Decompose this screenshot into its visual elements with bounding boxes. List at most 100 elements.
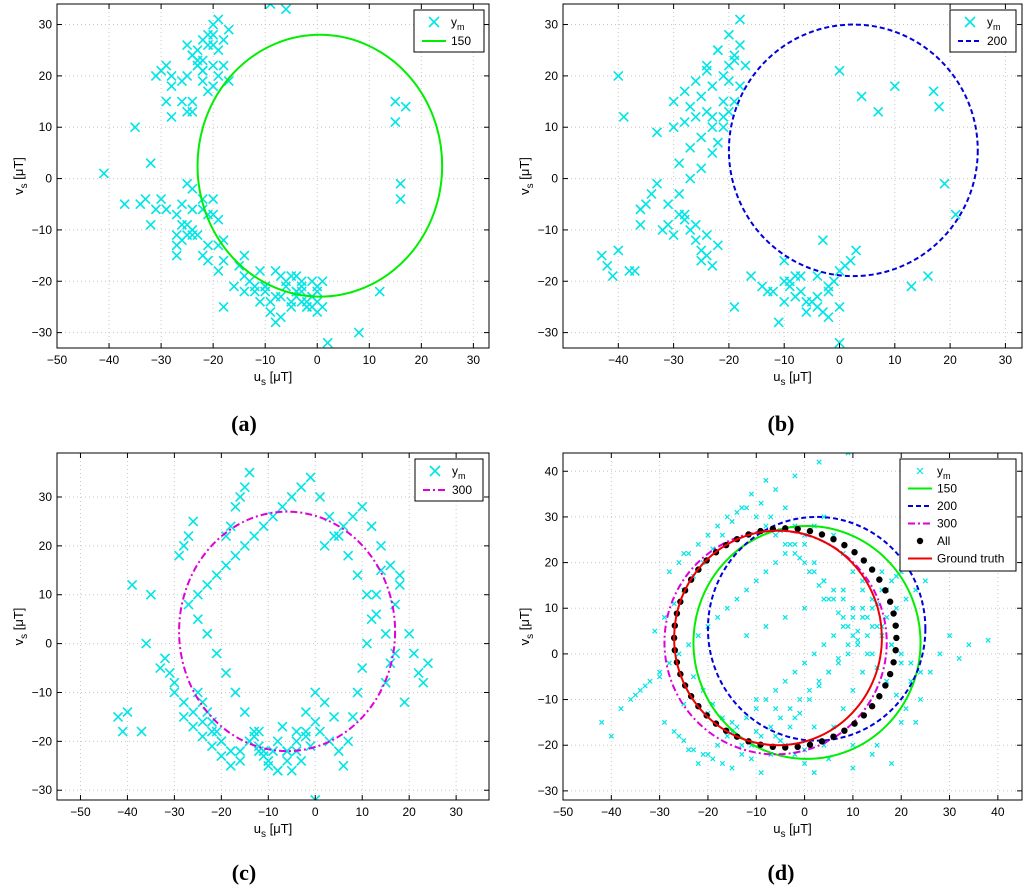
data-point: [734, 14, 746, 25]
data-point: [787, 706, 793, 712]
data-point: [812, 291, 823, 302]
data-point: [254, 265, 266, 277]
data-point: [676, 733, 682, 739]
data-point: [734, 81, 746, 92]
data-point: [188, 706, 199, 718]
data-point: [753, 696, 759, 703]
data-point: [629, 265, 640, 277]
x-tick-label: −10: [746, 805, 767, 819]
data-point: [801, 760, 808, 767]
x-tick-label: −10: [255, 353, 276, 367]
data-point: [792, 669, 798, 675]
legend-label: ym: [451, 15, 465, 32]
axes-frame: [562, 3, 1023, 349]
data-point: [413, 667, 424, 678]
data-point: [729, 518, 735, 525]
axes-frame: [56, 452, 490, 801]
data-point: [119, 199, 130, 210]
data-point: [826, 669, 832, 675]
data-point: [729, 765, 735, 771]
data-point: [208, 194, 219, 205]
y-tick-label: 10: [545, 601, 559, 615]
data-point: [317, 301, 328, 312]
data-point: [206, 741, 218, 752]
data-point: [908, 678, 914, 684]
panel-caption: (d): [768, 860, 795, 885]
x-tick-label: −10: [774, 353, 795, 367]
data-point: [422, 658, 434, 669]
data-point: [850, 633, 856, 639]
x-axis-label: us [μT]: [254, 369, 293, 388]
data-point: [701, 229, 712, 241]
data-point: [394, 570, 405, 581]
data-point: [792, 550, 798, 557]
x-tick-label: 20: [402, 805, 416, 819]
data-point: [668, 122, 679, 133]
fit-curve-all-dot: [830, 733, 837, 740]
data-point: [661, 614, 668, 620]
legend-label: 200: [937, 499, 957, 513]
data-layer: [112, 467, 434, 800]
data-point: [188, 721, 199, 732]
data-point: [188, 516, 199, 527]
data-point: [220, 667, 232, 678]
data-point: [823, 312, 834, 323]
data-point: [282, 755, 293, 766]
data-point: [141, 638, 152, 649]
data-point: [821, 642, 827, 648]
data-point: [850, 765, 856, 771]
data-point: [211, 726, 222, 737]
data-point: [685, 550, 692, 557]
data-point: [679, 86, 690, 97]
data-point: [718, 122, 729, 133]
data-point: [371, 609, 382, 620]
data-point: [145, 219, 156, 230]
data-point: [254, 296, 266, 307]
data-layer: [596, 14, 979, 348]
data-point: [296, 482, 307, 493]
data-point: [213, 214, 224, 225]
fit-curve-all-dot: [794, 525, 801, 533]
data-point: [117, 726, 128, 737]
data-point: [734, 40, 746, 51]
data-point: [599, 719, 605, 726]
data-point: [937, 651, 943, 657]
data-point: [966, 642, 972, 648]
data-point: [874, 623, 880, 630]
data-point: [864, 651, 871, 657]
data-point: [739, 751, 745, 757]
data-point: [206, 716, 218, 727]
legend-label: Ground truth: [937, 552, 1004, 566]
axes-frame: [562, 452, 1023, 801]
data-point: [197, 75, 208, 87]
legend-label: 150: [451, 34, 471, 48]
data-point: [855, 637, 861, 643]
data-point: [674, 188, 685, 200]
data-point: [300, 706, 311, 718]
fit-curve-150: [692, 525, 922, 760]
data-point: [922, 271, 934, 282]
data-point: [811, 724, 817, 730]
data-point: [834, 301, 845, 312]
data-point: [197, 716, 208, 727]
data-point: [343, 736, 354, 747]
fit-curve-all-dot: [868, 566, 876, 573]
data-point: [671, 728, 677, 735]
data-point: [707, 147, 718, 158]
data-point: [272, 765, 283, 776]
fit-curve-150: [196, 33, 444, 298]
data-point: [352, 687, 363, 698]
data-point: [155, 662, 166, 674]
y-tick-label: 10: [39, 588, 53, 602]
data-point: [811, 559, 817, 566]
fit-curve-all-dot: [851, 549, 858, 556]
data-point: [657, 669, 663, 675]
data-point: [637, 687, 643, 694]
data-point: [202, 255, 214, 266]
legend-marker: [429, 465, 441, 477]
data-point: [705, 532, 711, 538]
data-point: [286, 765, 297, 776]
legend-label: 300: [452, 483, 472, 497]
data-point: [253, 726, 264, 737]
